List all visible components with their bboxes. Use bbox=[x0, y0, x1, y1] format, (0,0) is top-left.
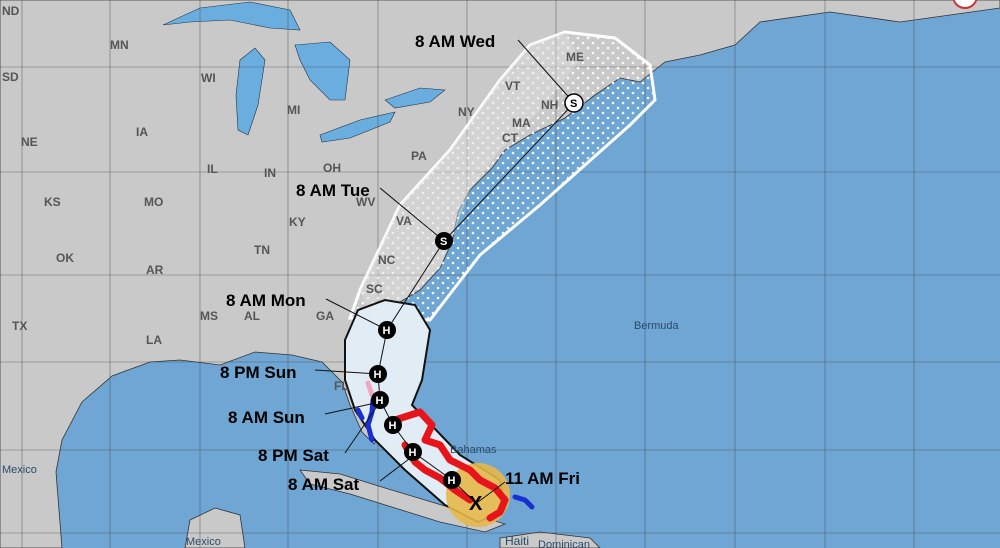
label-dominican: Dominican bbox=[538, 539, 590, 548]
svg-text:H: H bbox=[376, 395, 384, 407]
state-labels: ND SD MN WI MI IA NE IL IN OH PA NY KS M… bbox=[2, 4, 584, 393]
svg-text:NY: NY bbox=[458, 105, 475, 119]
svg-text:H: H bbox=[383, 325, 391, 337]
svg-text:MI: MI bbox=[287, 103, 300, 117]
hurricane-marker-icon: H bbox=[443, 471, 461, 489]
svg-text:OK: OK bbox=[56, 251, 74, 265]
time-label: 11 AM Fri bbox=[505, 469, 580, 488]
svg-text:AL: AL bbox=[244, 309, 260, 323]
svg-text:MO: MO bbox=[144, 195, 163, 209]
time-label: 8 AM Mon bbox=[226, 291, 306, 310]
label-haiti: Haiti bbox=[505, 534, 529, 548]
svg-text:TX: TX bbox=[12, 319, 27, 333]
time-label: 8 PM Sat bbox=[258, 446, 329, 465]
svg-text:NC: NC bbox=[378, 253, 396, 267]
track-markers: X H H H H H H S S bbox=[369, 93, 584, 515]
svg-text:WI: WI bbox=[201, 71, 216, 85]
tropical-storm-warning bbox=[355, 397, 535, 510]
svg-text:IN: IN bbox=[264, 166, 276, 180]
leader-lines bbox=[314, 39, 575, 503]
cuba-land bbox=[299, 469, 507, 533]
hurricane-watch bbox=[365, 380, 375, 398]
svg-text:PA: PA bbox=[411, 149, 427, 163]
svg-text:KS: KS bbox=[44, 195, 61, 209]
hurricane-marker-icon: H bbox=[404, 443, 422, 461]
svg-text:MA: MA bbox=[512, 116, 531, 130]
cone-land-shading bbox=[360, 32, 580, 320]
svg-text:MS: MS bbox=[200, 309, 218, 323]
svg-text:MN: MN bbox=[110, 38, 129, 52]
svg-text:ME: ME bbox=[566, 50, 584, 64]
hurricane-marker-icon: H bbox=[371, 391, 389, 409]
current-position-x-icon: X bbox=[469, 493, 483, 515]
svg-text:FL: FL bbox=[334, 379, 349, 393]
label-mexico: Mexico bbox=[2, 464, 37, 476]
svg-text:OH: OH bbox=[323, 161, 341, 175]
svg-text:S: S bbox=[440, 236, 447, 248]
label-mexico: Mexico bbox=[186, 536, 221, 548]
svg-text:TN: TN bbox=[254, 243, 270, 257]
label-bahamas: Bahamas bbox=[450, 444, 497, 456]
great-lakes bbox=[162, 1, 446, 143]
hurricane-marker-icon: H bbox=[378, 321, 396, 339]
svg-text:S: S bbox=[570, 98, 577, 110]
time-label: 8 AM Wed bbox=[415, 32, 495, 51]
svg-text:IL: IL bbox=[207, 162, 218, 176]
svg-text:WV: WV bbox=[356, 195, 375, 209]
time-label: 8 AM Tue bbox=[296, 181, 370, 200]
svg-text:AR: AR bbox=[146, 263, 164, 277]
tropical-storm-marker-icon: S bbox=[564, 93, 584, 113]
tropical-storm-watch-area bbox=[446, 463, 510, 527]
svg-text:H: H bbox=[448, 475, 456, 487]
agency-logo bbox=[952, 0, 978, 9]
forecast-time-labels: 11 AM Fri 8 AM Sat 8 PM Sat 8 AM Sun 8 P… bbox=[220, 32, 580, 494]
time-label: 8 AM Sun bbox=[228, 408, 305, 427]
svg-text:NH: NH bbox=[541, 98, 558, 112]
svg-text:SD: SD bbox=[2, 70, 19, 84]
label-bermuda: Bermuda bbox=[634, 320, 680, 332]
tropical-storm-marker-icon: S bbox=[435, 232, 453, 250]
svg-text:IA: IA bbox=[136, 125, 148, 139]
svg-text:ND: ND bbox=[2, 4, 20, 18]
watches-warnings bbox=[355, 380, 535, 527]
hurricane-marker-icon: H bbox=[369, 365, 387, 383]
svg-text:H: H bbox=[374, 369, 382, 381]
svg-text:GA: GA bbox=[316, 309, 334, 323]
svg-text:H: H bbox=[389, 420, 397, 432]
svg-text:H: H bbox=[409, 447, 417, 459]
hurricane-marker-icon: H bbox=[384, 416, 402, 434]
svg-text:KY: KY bbox=[289, 215, 306, 229]
place-labels: Bermuda Mexico Mexico Bahamas Haiti Domi… bbox=[2, 320, 680, 548]
time-label: 8 AM Sat bbox=[288, 475, 360, 494]
svg-text:CT: CT bbox=[502, 131, 519, 145]
time-label: 8 PM Sun bbox=[220, 363, 297, 382]
svg-text:NE: NE bbox=[21, 135, 38, 149]
svg-text:LA: LA bbox=[146, 333, 162, 347]
svg-text:VT: VT bbox=[505, 79, 521, 93]
svg-text:SC: SC bbox=[366, 282, 383, 296]
svg-text:VA: VA bbox=[396, 214, 412, 228]
